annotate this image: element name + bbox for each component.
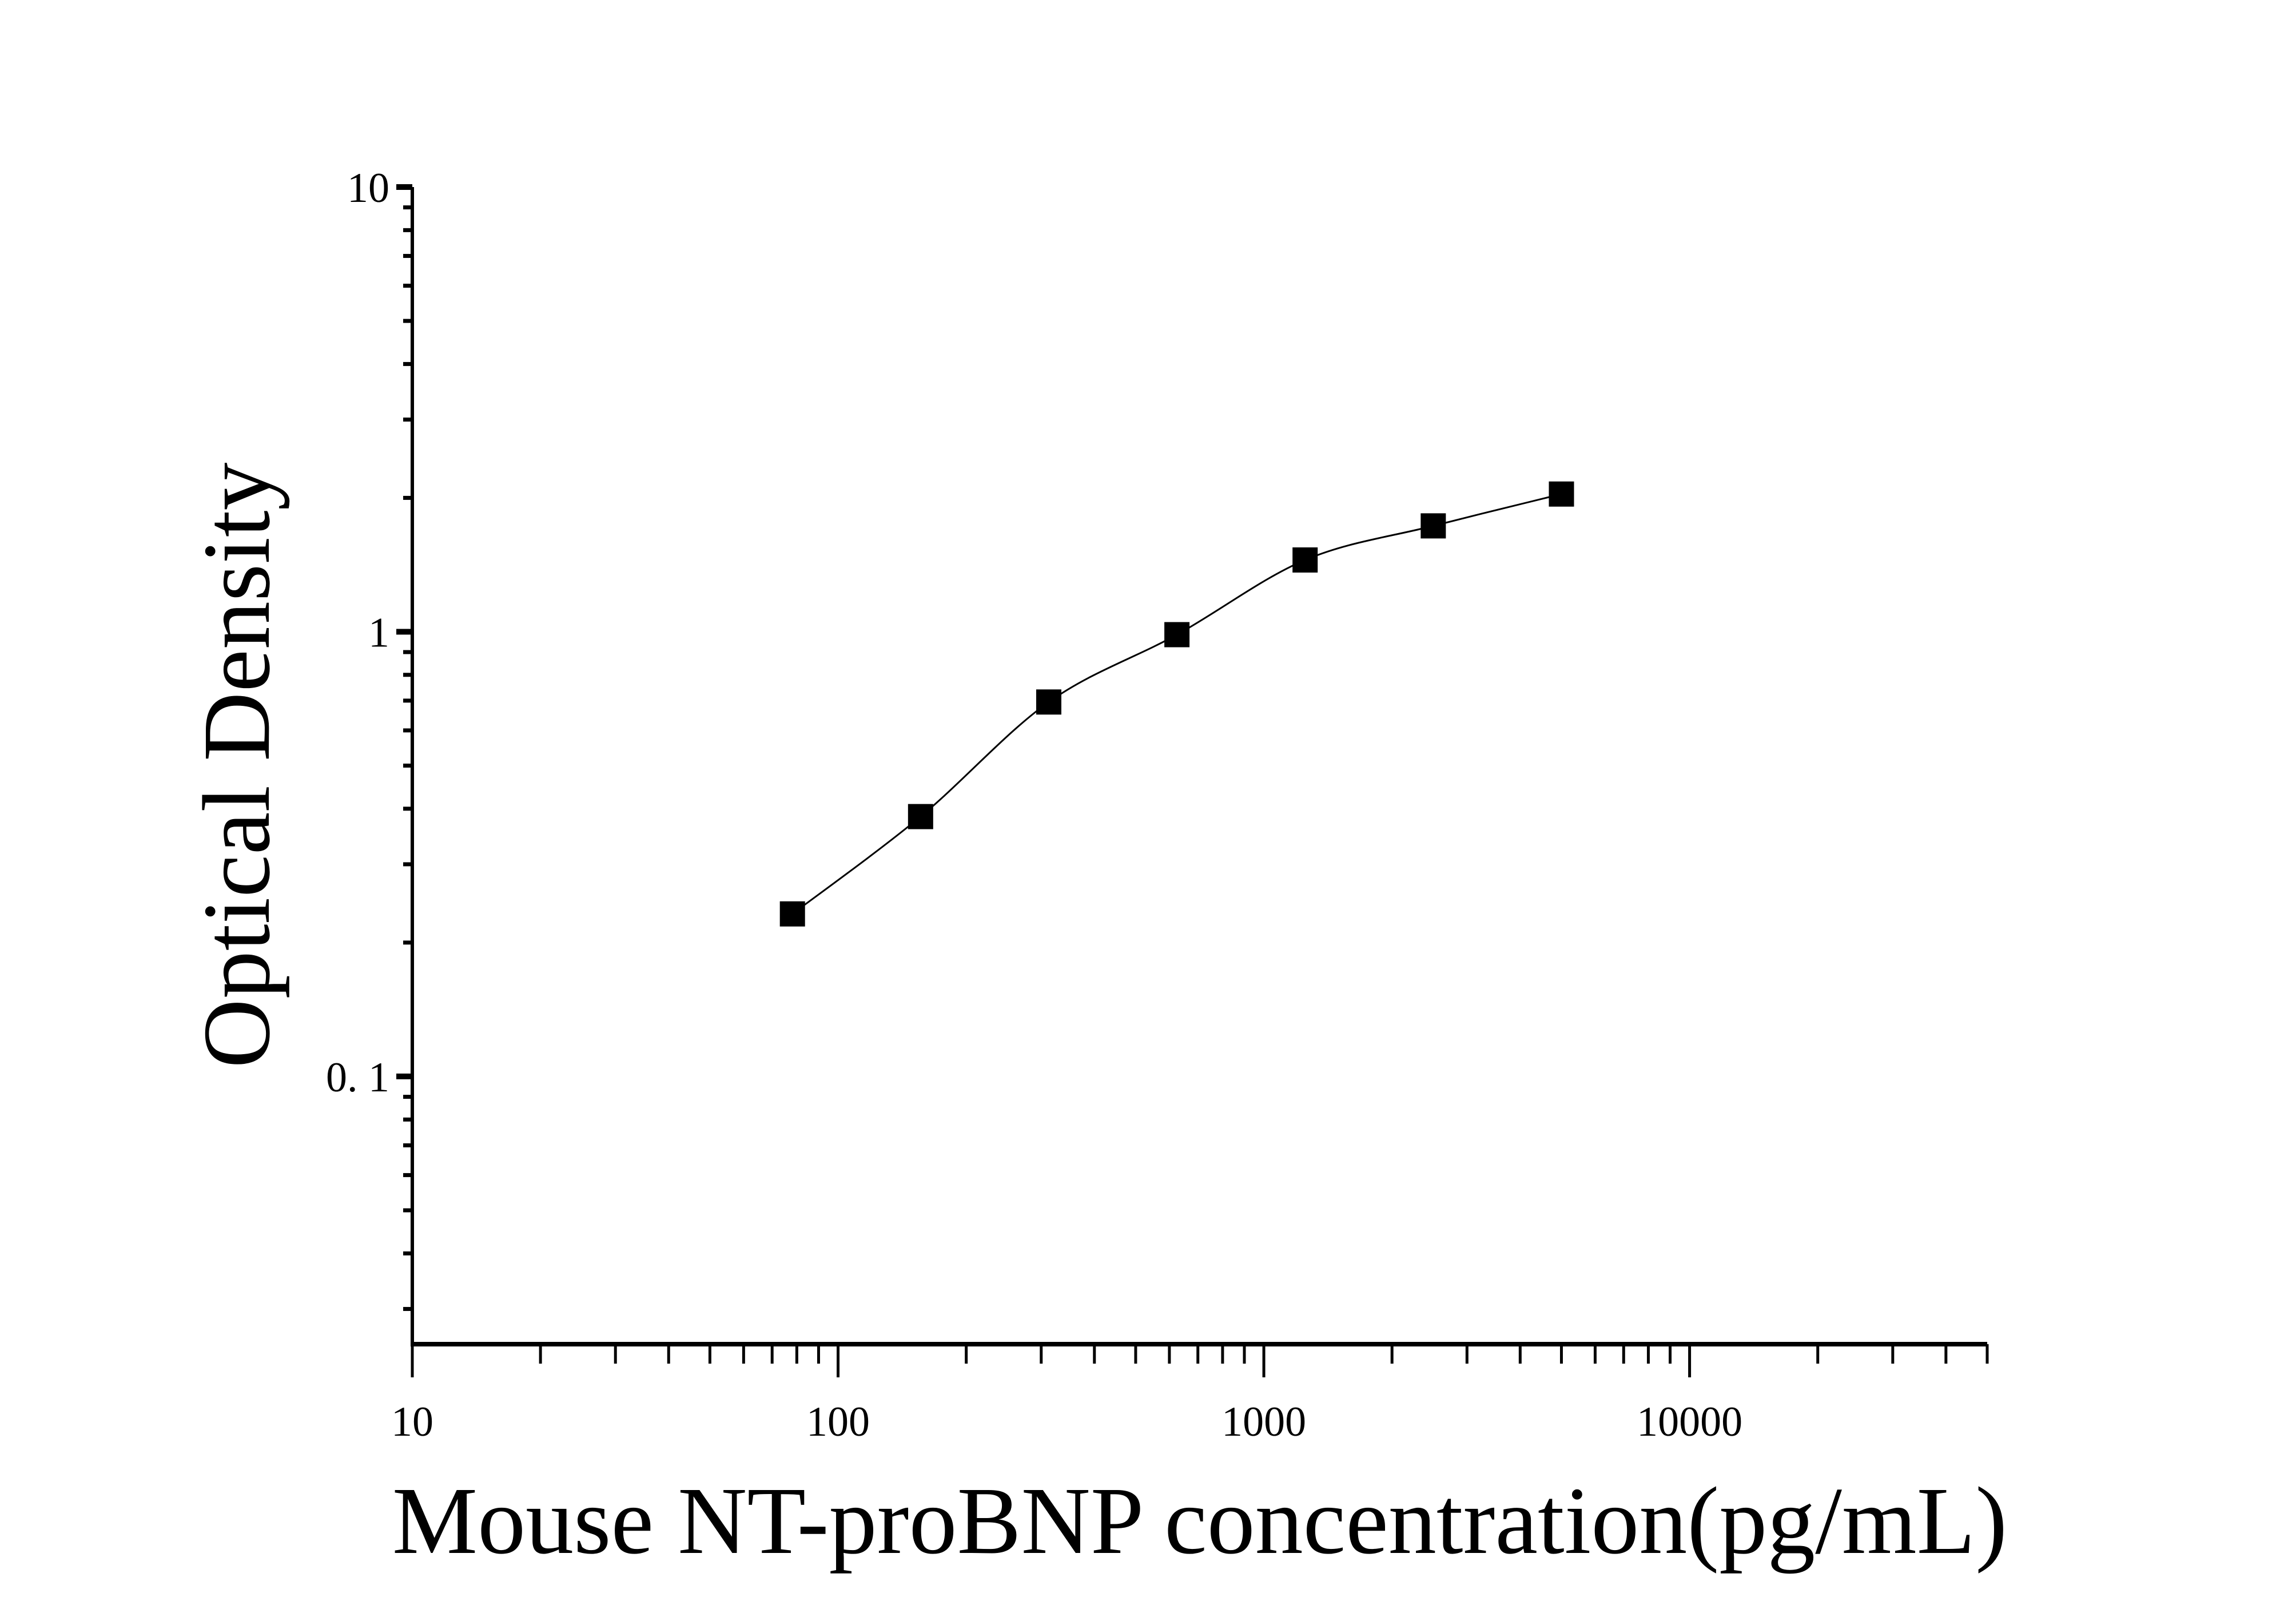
y-tick-label: 0. 1 [326,1054,389,1101]
y-tick-label: 10 [347,165,389,212]
data-point [1292,547,1318,573]
data-point [1036,689,1061,715]
x-tick-label: 10 [391,1399,433,1445]
y-tick-label: 1 [368,609,389,656]
data-point [1549,481,1574,507]
x-tick-label: 1000 [1221,1399,1306,1445]
fit-curve [791,493,1562,915]
axes [396,184,1989,1377]
data-point [1420,513,1446,539]
x-tick-label: 100 [806,1399,870,1445]
x-axis-title: Mouse NT-proBNP concentration(pg/mL) [392,1468,2007,1574]
data-point [779,901,805,927]
data-point [908,804,933,829]
tick-labels: 10 100 1000 10000 0. 1 1 10 [326,165,1742,1445]
data-point [1164,622,1190,647]
y-axis-title: Optical Density [184,462,290,1068]
x-tick-label: 10000 [1637,1399,1742,1445]
data-points [779,481,1574,927]
